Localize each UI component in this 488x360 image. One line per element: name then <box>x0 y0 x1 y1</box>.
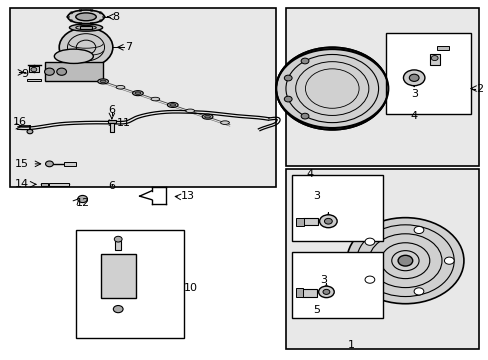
Circle shape <box>113 306 123 313</box>
Bar <box>291 252 383 318</box>
Bar <box>10 8 276 187</box>
Ellipse shape <box>185 109 194 113</box>
Bar <box>429 54 439 65</box>
Text: 6: 6 <box>108 181 115 192</box>
Ellipse shape <box>116 85 124 89</box>
Bar <box>49 183 69 186</box>
Text: 2: 2 <box>475 84 482 94</box>
Bar <box>108 120 116 123</box>
Bar <box>302 289 316 297</box>
Ellipse shape <box>167 103 178 107</box>
Circle shape <box>284 75 291 81</box>
Ellipse shape <box>169 104 175 106</box>
Text: 4: 4 <box>410 111 417 121</box>
Circle shape <box>319 215 336 228</box>
Bar <box>291 175 383 241</box>
Bar <box>110 122 114 132</box>
Bar <box>295 218 303 226</box>
Ellipse shape <box>76 13 96 21</box>
Text: 5: 5 <box>312 305 320 315</box>
Text: 10: 10 <box>183 283 197 293</box>
Circle shape <box>444 257 453 264</box>
Ellipse shape <box>100 80 106 83</box>
Ellipse shape <box>204 116 210 118</box>
Circle shape <box>301 113 308 119</box>
Circle shape <box>397 255 412 266</box>
Text: 3: 3 <box>320 275 327 285</box>
Circle shape <box>346 218 463 304</box>
Bar <box>41 183 48 186</box>
Bar <box>295 288 302 297</box>
Circle shape <box>276 47 387 130</box>
Circle shape <box>44 68 54 75</box>
Text: 11: 11 <box>117 118 130 128</box>
Text: 8: 8 <box>112 12 119 22</box>
Circle shape <box>59 28 113 67</box>
Text: 7: 7 <box>125 42 132 52</box>
Text: 15: 15 <box>14 159 28 169</box>
Circle shape <box>403 70 424 86</box>
Ellipse shape <box>220 121 229 125</box>
Ellipse shape <box>54 49 93 63</box>
Circle shape <box>413 288 423 295</box>
Circle shape <box>31 67 37 72</box>
Bar <box>436 46 448 50</box>
Text: 3: 3 <box>410 89 417 99</box>
Text: 4: 4 <box>305 168 313 179</box>
Text: 13: 13 <box>181 191 195 201</box>
Ellipse shape <box>151 97 160 101</box>
Text: 3: 3 <box>312 192 320 202</box>
Circle shape <box>45 161 53 167</box>
Text: 1: 1 <box>347 340 355 350</box>
Bar <box>44 62 103 81</box>
Circle shape <box>301 58 308 64</box>
Bar <box>29 66 39 72</box>
Ellipse shape <box>68 10 104 24</box>
Ellipse shape <box>132 91 143 96</box>
Text: 16: 16 <box>13 117 27 127</box>
Bar <box>285 8 478 166</box>
Ellipse shape <box>135 92 141 94</box>
Circle shape <box>430 55 437 60</box>
Circle shape <box>318 286 333 298</box>
Text: 6: 6 <box>108 105 115 115</box>
Text: 12: 12 <box>76 198 90 208</box>
Circle shape <box>114 236 122 242</box>
Bar <box>101 253 136 298</box>
Bar <box>80 26 92 30</box>
Bar <box>285 169 478 348</box>
Circle shape <box>284 96 291 102</box>
Ellipse shape <box>98 79 108 84</box>
Bar <box>115 241 121 250</box>
Ellipse shape <box>69 24 102 31</box>
Circle shape <box>323 289 329 294</box>
Bar <box>303 219 317 225</box>
Circle shape <box>413 226 423 234</box>
Text: 14: 14 <box>14 179 28 189</box>
Bar <box>64 162 76 166</box>
Bar <box>27 78 41 81</box>
Ellipse shape <box>202 114 212 119</box>
Circle shape <box>408 74 418 81</box>
Circle shape <box>27 130 33 134</box>
Circle shape <box>57 68 66 75</box>
Circle shape <box>324 219 331 224</box>
Circle shape <box>364 276 374 283</box>
Bar <box>385 33 470 114</box>
Bar <box>76 230 183 338</box>
Text: 9: 9 <box>21 69 28 79</box>
Circle shape <box>78 195 87 203</box>
Circle shape <box>364 238 374 245</box>
